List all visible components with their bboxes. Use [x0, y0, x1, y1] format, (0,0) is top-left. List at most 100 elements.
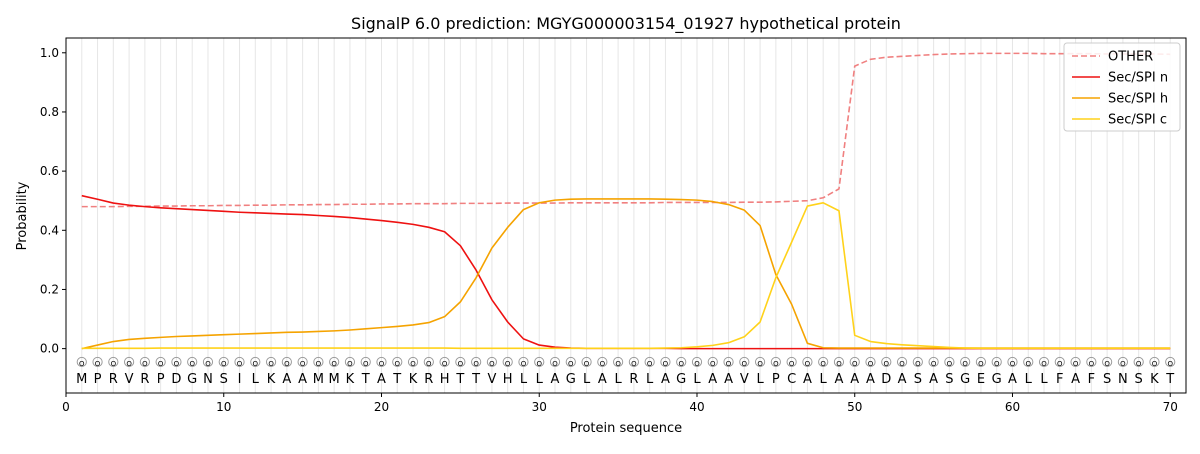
- residue-label: O: [442, 360, 448, 368]
- residue-marker: [218, 356, 229, 368]
- residue-letter: T: [471, 372, 480, 387]
- residue-letter: L: [583, 372, 591, 387]
- residue-marker: [739, 356, 750, 368]
- residue-letter: A: [661, 372, 670, 387]
- residue-letter: A: [898, 372, 907, 387]
- residue-letter: P: [157, 372, 165, 387]
- axes-layer: 0 10 20 30 40 50 60 70 0.0 0.2 0.4 0.6 0.8 1.0: [40, 37, 1187, 414]
- residue-marker: [1023, 356, 1034, 368]
- residue-marker: [1117, 356, 1129, 368]
- residue-marker: [76, 356, 87, 368]
- residue-label: O: [174, 360, 180, 368]
- residue-letter: T: [455, 372, 464, 387]
- chart-title: SignalP 6.0 prediction: MGYG000003154_01…: [351, 14, 901, 34]
- residue-label: O: [521, 360, 527, 368]
- residue-marker: [376, 356, 387, 368]
- y-tick-label: 0.6: [40, 164, 59, 178]
- residue-marker: [944, 356, 955, 368]
- residue-marker: [628, 356, 639, 368]
- residue-letter: A: [1071, 372, 1080, 387]
- residue-marker: [691, 356, 703, 368]
- residue-marker: [234, 356, 245, 368]
- residue-label: O: [331, 360, 337, 368]
- residue-marker: [707, 356, 718, 368]
- residue-label: O: [268, 360, 274, 368]
- residue-label: O: [458, 360, 464, 368]
- residue-label: O: [994, 360, 1000, 368]
- y-tick-label: 0.2: [40, 282, 59, 296]
- residue-label: O: [1136, 360, 1142, 368]
- residue-letter: A: [835, 372, 844, 387]
- residue-layer: OMOPOROVOROPODOGONOSOIOLOKOAOAOMOMOKOTOA…: [76, 356, 1176, 387]
- residue-marker: [912, 356, 923, 368]
- y-tick-label: 0.0: [40, 342, 59, 356]
- residue-marker: [1070, 356, 1081, 368]
- residue-marker: [139, 356, 150, 368]
- y-tick-label: 0.8: [40, 105, 59, 119]
- residue-label: O: [915, 360, 921, 368]
- residue-letter: T: [392, 372, 401, 387]
- residue-label: O: [631, 360, 637, 368]
- residue-marker: [534, 356, 545, 368]
- residue-label: O: [600, 360, 606, 368]
- residue-letter: S: [220, 372, 228, 387]
- residue-marker: [1102, 356, 1113, 368]
- residue-marker: [549, 356, 561, 368]
- residue-letter: N: [1118, 372, 1128, 387]
- residue-label: O: [678, 360, 684, 368]
- series-line-1: [81, 194, 1171, 350]
- residue-letter: K: [346, 372, 355, 387]
- residue-letter: V: [487, 372, 496, 387]
- residue-marker: [360, 356, 371, 368]
- residue-letter: P: [772, 372, 780, 387]
- residue-label: O: [1010, 360, 1016, 368]
- residue-label: O: [410, 360, 416, 368]
- x-tick-label: 30: [532, 400, 547, 414]
- x-tick-label: 50: [847, 400, 862, 414]
- residue-letter: G: [960, 372, 970, 387]
- residue-marker: [786, 356, 797, 368]
- residue-label: O: [489, 360, 495, 368]
- series-line-0: [81, 52, 1171, 208]
- residue-marker: [849, 356, 860, 368]
- residue-marker: [723, 356, 734, 368]
- residue-label: O: [726, 360, 732, 368]
- residue-letter: A: [724, 372, 733, 387]
- residue-letter: T: [361, 372, 370, 387]
- residue-marker: [613, 356, 624, 368]
- residue-letter: F: [1056, 372, 1063, 387]
- residue-label: O: [1089, 360, 1095, 368]
- residue-letter: K: [409, 372, 418, 387]
- residue-letter: G: [187, 372, 197, 387]
- residue-label: O: [584, 360, 590, 368]
- residue-letter: L: [536, 372, 544, 387]
- residue-label: O: [820, 360, 826, 368]
- residue-label: O: [505, 360, 511, 368]
- residue-letter: L: [693, 372, 701, 387]
- residue-marker: [123, 356, 135, 368]
- residue-letter: G: [566, 372, 576, 387]
- series-layer: [81, 52, 1171, 350]
- residue-marker: [833, 356, 845, 368]
- residue-marker: [344, 356, 356, 368]
- residue-label: O: [221, 360, 227, 368]
- residue-letter: G: [676, 372, 686, 387]
- residue-label: O: [947, 360, 953, 368]
- residue-marker: [313, 356, 324, 368]
- residue-label: O: [1041, 360, 1047, 368]
- series-line-2: [81, 198, 1171, 350]
- residue-label: O: [931, 360, 937, 368]
- residue-marker: [471, 356, 482, 368]
- residue-marker: [818, 356, 829, 368]
- x-tick-label: 60: [1005, 400, 1020, 414]
- residue-label: O: [647, 360, 653, 368]
- residue-marker: [455, 356, 466, 368]
- residue-marker: [565, 356, 576, 368]
- residue-letter: L: [1040, 372, 1048, 387]
- residue-label: O: [379, 360, 385, 368]
- residue-letter: E: [977, 372, 985, 387]
- y-tick-label: 1.0: [40, 46, 59, 60]
- residue-letter: H: [440, 372, 450, 387]
- residue-label: O: [899, 360, 905, 368]
- residue-label: O: [253, 360, 259, 368]
